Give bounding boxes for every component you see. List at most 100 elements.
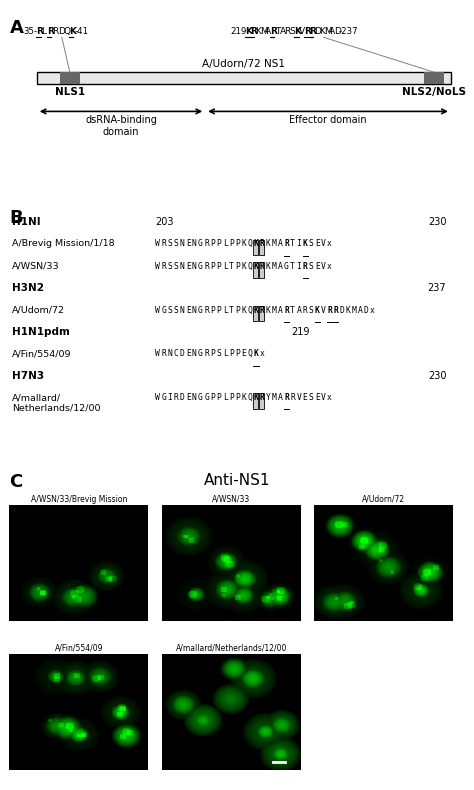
Text: P: P [210,239,215,248]
Text: P: P [217,262,221,271]
Text: Anti-NS1: Anti-NS1 [204,472,270,487]
Bar [253,262,258,277]
Text: T: T [274,28,280,36]
Text: E: E [186,262,191,271]
Text: 203: 203 [155,217,173,227]
Text: K: K [255,28,261,36]
Text: R: R [173,393,178,402]
Text: I: I [296,239,301,248]
Text: Q: Q [247,393,252,402]
Text: V: V [321,306,326,314]
Text: K: K [346,306,350,314]
Text: R: R [36,28,43,36]
Text: K: K [241,239,246,248]
Text: G: G [161,393,166,402]
Text: Y: Y [265,393,271,402]
Text: K: K [319,28,325,36]
Text: T: T [290,239,295,248]
Text: R: R [284,393,289,402]
Text: B: B [9,209,23,228]
Bar [259,239,264,255]
Text: K: K [254,239,258,248]
Text: R: R [204,349,209,359]
Text: A: A [278,306,283,314]
Text: S: S [173,262,178,271]
Text: W: W [155,262,160,271]
Text: K: K [69,28,76,36]
Text: L: L [223,262,228,271]
Text: D: D [314,28,321,36]
Text: T: T [229,306,234,314]
Text: A/Brevig Mission/1/18: A/Brevig Mission/1/18 [12,239,114,248]
Text: 219-: 219- [230,28,250,36]
Text: K: K [294,28,301,36]
Text: P: P [210,262,215,271]
Text: R: R [284,239,289,248]
Text: M: M [324,28,332,36]
Text: P: P [235,306,240,314]
Bar [37,72,451,84]
Text: W: W [155,393,160,402]
Text: R: R [290,393,295,402]
Text: M: M [272,306,277,314]
Text: R: R [161,262,166,271]
Text: Q: Q [63,28,70,36]
Text: P: P [217,306,221,314]
Text: S: S [167,306,172,314]
Text: I: I [296,262,301,271]
Text: R: R [204,239,209,248]
Text: E: E [186,239,191,248]
Text: M: M [272,239,277,248]
Text: E: E [302,393,308,402]
Text: A: A [265,28,271,36]
Text: N: N [180,306,184,314]
Text: R: R [284,306,289,314]
Text: S: S [167,262,172,271]
Text: L: L [41,28,46,36]
Text: H7N3: H7N3 [12,371,44,381]
Text: x: x [370,306,375,314]
Text: S: S [309,239,313,248]
Text: E: E [241,349,246,359]
Text: S: S [167,239,172,248]
Text: L: L [223,306,228,314]
Text: A/Udorn/72: A/Udorn/72 [362,495,405,504]
Text: M: M [260,28,268,36]
Text: G: G [204,393,209,402]
Text: E: E [315,239,319,248]
Text: S: S [309,262,313,271]
Text: V: V [321,239,326,248]
Text: A/Udorn/72 NS1: A/Udorn/72 NS1 [202,59,285,70]
Text: R: R [260,262,264,271]
Bar [60,72,80,84]
Text: R: R [47,28,54,36]
Bar [259,262,264,277]
Text: R: R [260,393,264,402]
Text: S: S [173,306,178,314]
Text: K: K [315,306,319,314]
Text: T: T [290,306,295,314]
Text: K: K [254,349,258,359]
Text: G: G [198,306,203,314]
Bar [253,393,258,409]
Text: R: R [204,262,209,271]
Text: H1N1pdm: H1N1pdm [12,327,70,337]
Text: R: R [302,262,308,271]
Text: K: K [265,262,271,271]
Text: -237: -237 [338,28,358,36]
Text: A: A [358,306,363,314]
Text: D: D [364,306,369,314]
Text: N: N [180,239,184,248]
Text: R: R [260,306,264,314]
Text: K: K [241,262,246,271]
Text: Q: Q [247,306,252,314]
Text: E: E [186,393,191,402]
Text: R: R [204,306,209,314]
Text: A: A [278,393,283,402]
Text: S: S [309,306,313,314]
Bar [424,72,444,84]
Text: T: T [229,262,234,271]
Text: N: N [192,306,197,314]
Text: A/mallard/Netherlands/12/00: A/mallard/Netherlands/12/00 [176,643,287,653]
Text: A/WSN/33: A/WSN/33 [212,495,250,504]
